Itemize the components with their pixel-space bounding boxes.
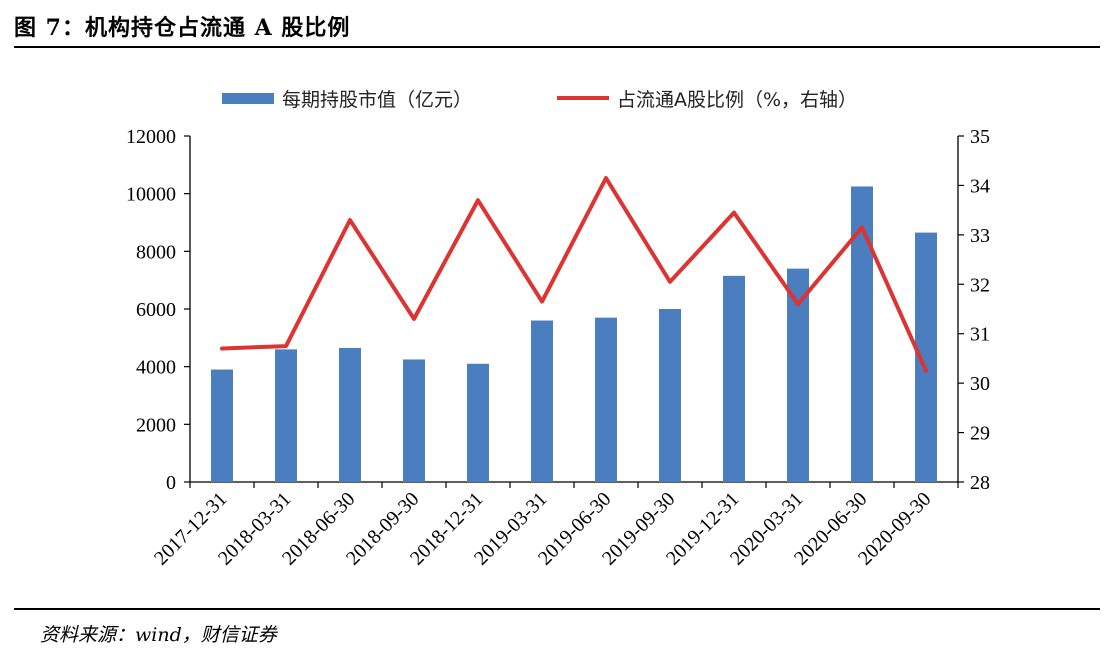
line-point xyxy=(925,370,927,372)
bar xyxy=(851,186,873,483)
bar xyxy=(339,347,361,482)
source-divider xyxy=(14,608,1100,610)
y-left-tick-label: 12000 xyxy=(126,126,176,148)
axes xyxy=(184,135,964,488)
y-right-tick-label: 32 xyxy=(970,274,990,296)
y-right-tick-label: 28 xyxy=(970,472,990,494)
bar xyxy=(211,369,233,482)
y-left-tick-labels: 0 2000 4000 6000 8000 10000 12000 xyxy=(126,126,176,494)
y-left-tick-label: 10000 xyxy=(126,184,176,206)
bar xyxy=(275,349,297,482)
y-right-tick-label: 35 xyxy=(970,126,990,148)
bar xyxy=(723,275,745,482)
line-point xyxy=(797,303,799,305)
line-point xyxy=(221,348,223,350)
y-right-tick-label: 34 xyxy=(970,175,990,197)
bar xyxy=(787,268,809,482)
legend-swatch-bar xyxy=(222,93,274,104)
title-divider xyxy=(14,46,1100,48)
x-tick-labels: 2017-12-312018-03-312018-06-302018-09-30… xyxy=(150,488,936,570)
y-left-tick-label: 6000 xyxy=(136,299,176,321)
line-point xyxy=(733,212,735,214)
line-point xyxy=(477,199,479,201)
bar xyxy=(595,317,617,482)
y-left-tick-label: 2000 xyxy=(136,414,176,436)
bar xyxy=(403,359,425,482)
legend-label-bar: 每期持股市值（亿元） xyxy=(282,89,472,111)
figure-title: 图 7：机构持仓占流通 A 股比例 xyxy=(14,15,351,41)
y-right-tick-label: 33 xyxy=(970,225,990,247)
line-series xyxy=(220,176,928,373)
line-point xyxy=(605,177,607,179)
y-left-tick-label: 0 xyxy=(166,472,176,494)
line-point xyxy=(349,219,351,221)
y-left-tick-label: 8000 xyxy=(136,241,176,263)
legend-label-line: 占流通A股比例（%，右轴） xyxy=(617,89,857,111)
line-point xyxy=(861,226,863,228)
legend: 每期持股市值（亿元） 占流通A股比例（%，右轴） xyxy=(222,89,857,111)
line-point xyxy=(541,301,543,303)
line-point xyxy=(285,345,287,347)
y-right-tick-labels: 28 29 30 31 32 33 34 35 xyxy=(970,126,990,494)
series-line xyxy=(220,176,928,373)
bar xyxy=(467,363,489,482)
line-point xyxy=(413,318,415,320)
bar-series xyxy=(211,186,937,483)
source-note: 资料来源：wind，财信证券 xyxy=(40,624,277,646)
bar xyxy=(659,309,681,482)
bar xyxy=(531,320,553,482)
y-right-tick-label: 31 xyxy=(970,324,990,346)
y-right-tick-label: 30 xyxy=(970,373,990,395)
bar xyxy=(915,232,937,482)
y-left-tick-label: 4000 xyxy=(136,357,176,379)
line-point xyxy=(669,281,671,283)
y-right-tick-label: 29 xyxy=(970,423,990,445)
